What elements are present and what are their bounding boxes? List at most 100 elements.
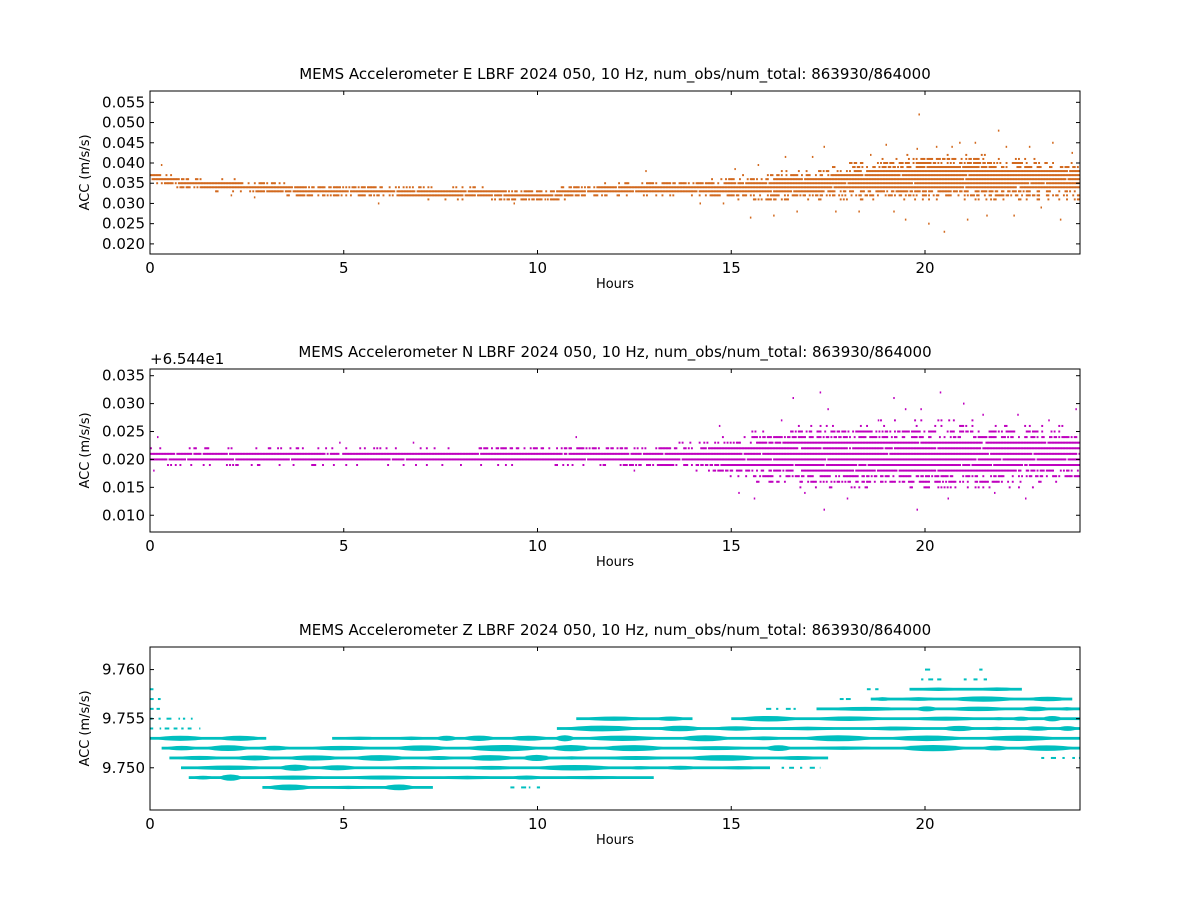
data-point: [695, 452, 698, 455]
data-point: [881, 475, 884, 478]
data-point: [943, 174, 946, 177]
data-point: [867, 182, 870, 185]
data-point: [982, 190, 985, 193]
data-point: [734, 182, 737, 185]
data-point: [901, 480, 904, 483]
data-point: [841, 174, 844, 177]
data-point: [853, 464, 856, 467]
data-point: [1027, 174, 1030, 177]
data-point: [996, 447, 999, 450]
data-point: [1014, 186, 1017, 189]
data-point: [894, 178, 896, 181]
data-point: [599, 190, 602, 193]
data-point: [732, 458, 735, 461]
data-point: [855, 186, 858, 189]
data-point: [523, 447, 526, 450]
data-point: [168, 182, 171, 185]
data-point: [918, 162, 921, 164]
x-axis-label: Hours: [596, 277, 634, 292]
data-point: [712, 182, 715, 185]
data-point: [791, 174, 794, 177]
data-point: [1014, 174, 1017, 177]
data-point: [250, 452, 253, 455]
data-point: [751, 436, 754, 439]
data-point: [801, 475, 803, 478]
data-point: [597, 190, 600, 193]
data-point: [669, 464, 672, 467]
data-point: [543, 452, 546, 455]
data-point: [320, 186, 323, 189]
data-point: [863, 469, 865, 472]
data-point: [379, 458, 382, 461]
data-point: [828, 178, 831, 181]
data-point: [187, 186, 190, 189]
data-point: [537, 458, 540, 461]
data-point: [1007, 430, 1010, 433]
data-point: [906, 182, 909, 185]
data-point: [959, 464, 961, 467]
data-point: [1002, 186, 1005, 189]
data-point: [1076, 198, 1079, 201]
data-point: [968, 170, 971, 173]
data-point: [359, 447, 362, 450]
data-point: [821, 194, 824, 197]
data-point: [805, 441, 808, 444]
data-point: [870, 174, 873, 177]
data-point: [721, 452, 724, 455]
data-point: [215, 190, 217, 193]
data-point: [258, 452, 261, 455]
data-point: [956, 447, 958, 450]
data-point: [362, 458, 365, 461]
data-point: [1014, 178, 1017, 181]
data-point: [608, 458, 611, 461]
data-point: [1011, 162, 1014, 164]
data-point: [749, 178, 752, 181]
data-point: [625, 190, 628, 193]
data-point: [1059, 174, 1062, 177]
data-point: [281, 190, 284, 193]
data-point: [965, 475, 968, 478]
data-point: [841, 194, 844, 197]
data-point: [783, 182, 786, 185]
data-point: [342, 190, 345, 193]
data-point: [855, 458, 858, 461]
data-point: [317, 447, 320, 450]
data-point: [1024, 441, 1027, 444]
data-point: [807, 458, 810, 461]
data-point: [746, 452, 749, 455]
data-point: [915, 166, 918, 169]
data-point: [360, 458, 363, 461]
data-point: [807, 480, 810, 483]
data-point: [917, 178, 920, 181]
data-point: [949, 447, 952, 450]
data-point: [1030, 170, 1033, 173]
data-point: [917, 441, 920, 444]
data-point: [787, 186, 789, 189]
data-point: [866, 469, 868, 472]
data-point: [841, 469, 844, 472]
data-point: [943, 447, 946, 450]
data-point: [735, 469, 738, 472]
data-point: [176, 452, 179, 455]
data-point: [478, 190, 481, 193]
data-point: [588, 458, 591, 461]
data-point: [1070, 174, 1073, 177]
data-point: [979, 441, 982, 444]
data-point: [577, 452, 580, 455]
data-point: [963, 182, 966, 185]
data-point: [235, 458, 238, 461]
data-point: [1036, 194, 1039, 197]
data-point: [836, 430, 839, 433]
data-point: [232, 458, 235, 461]
data-point: [762, 464, 765, 467]
data-point: [686, 458, 689, 461]
data-point: [473, 452, 476, 455]
data-point: [1018, 166, 1020, 169]
data-point: [921, 170, 924, 173]
data-point: [934, 464, 937, 467]
data-point: [236, 186, 239, 189]
data-point: [404, 452, 407, 455]
data-point: [976, 190, 979, 193]
data-point: [535, 458, 538, 461]
data-point: [720, 452, 723, 455]
